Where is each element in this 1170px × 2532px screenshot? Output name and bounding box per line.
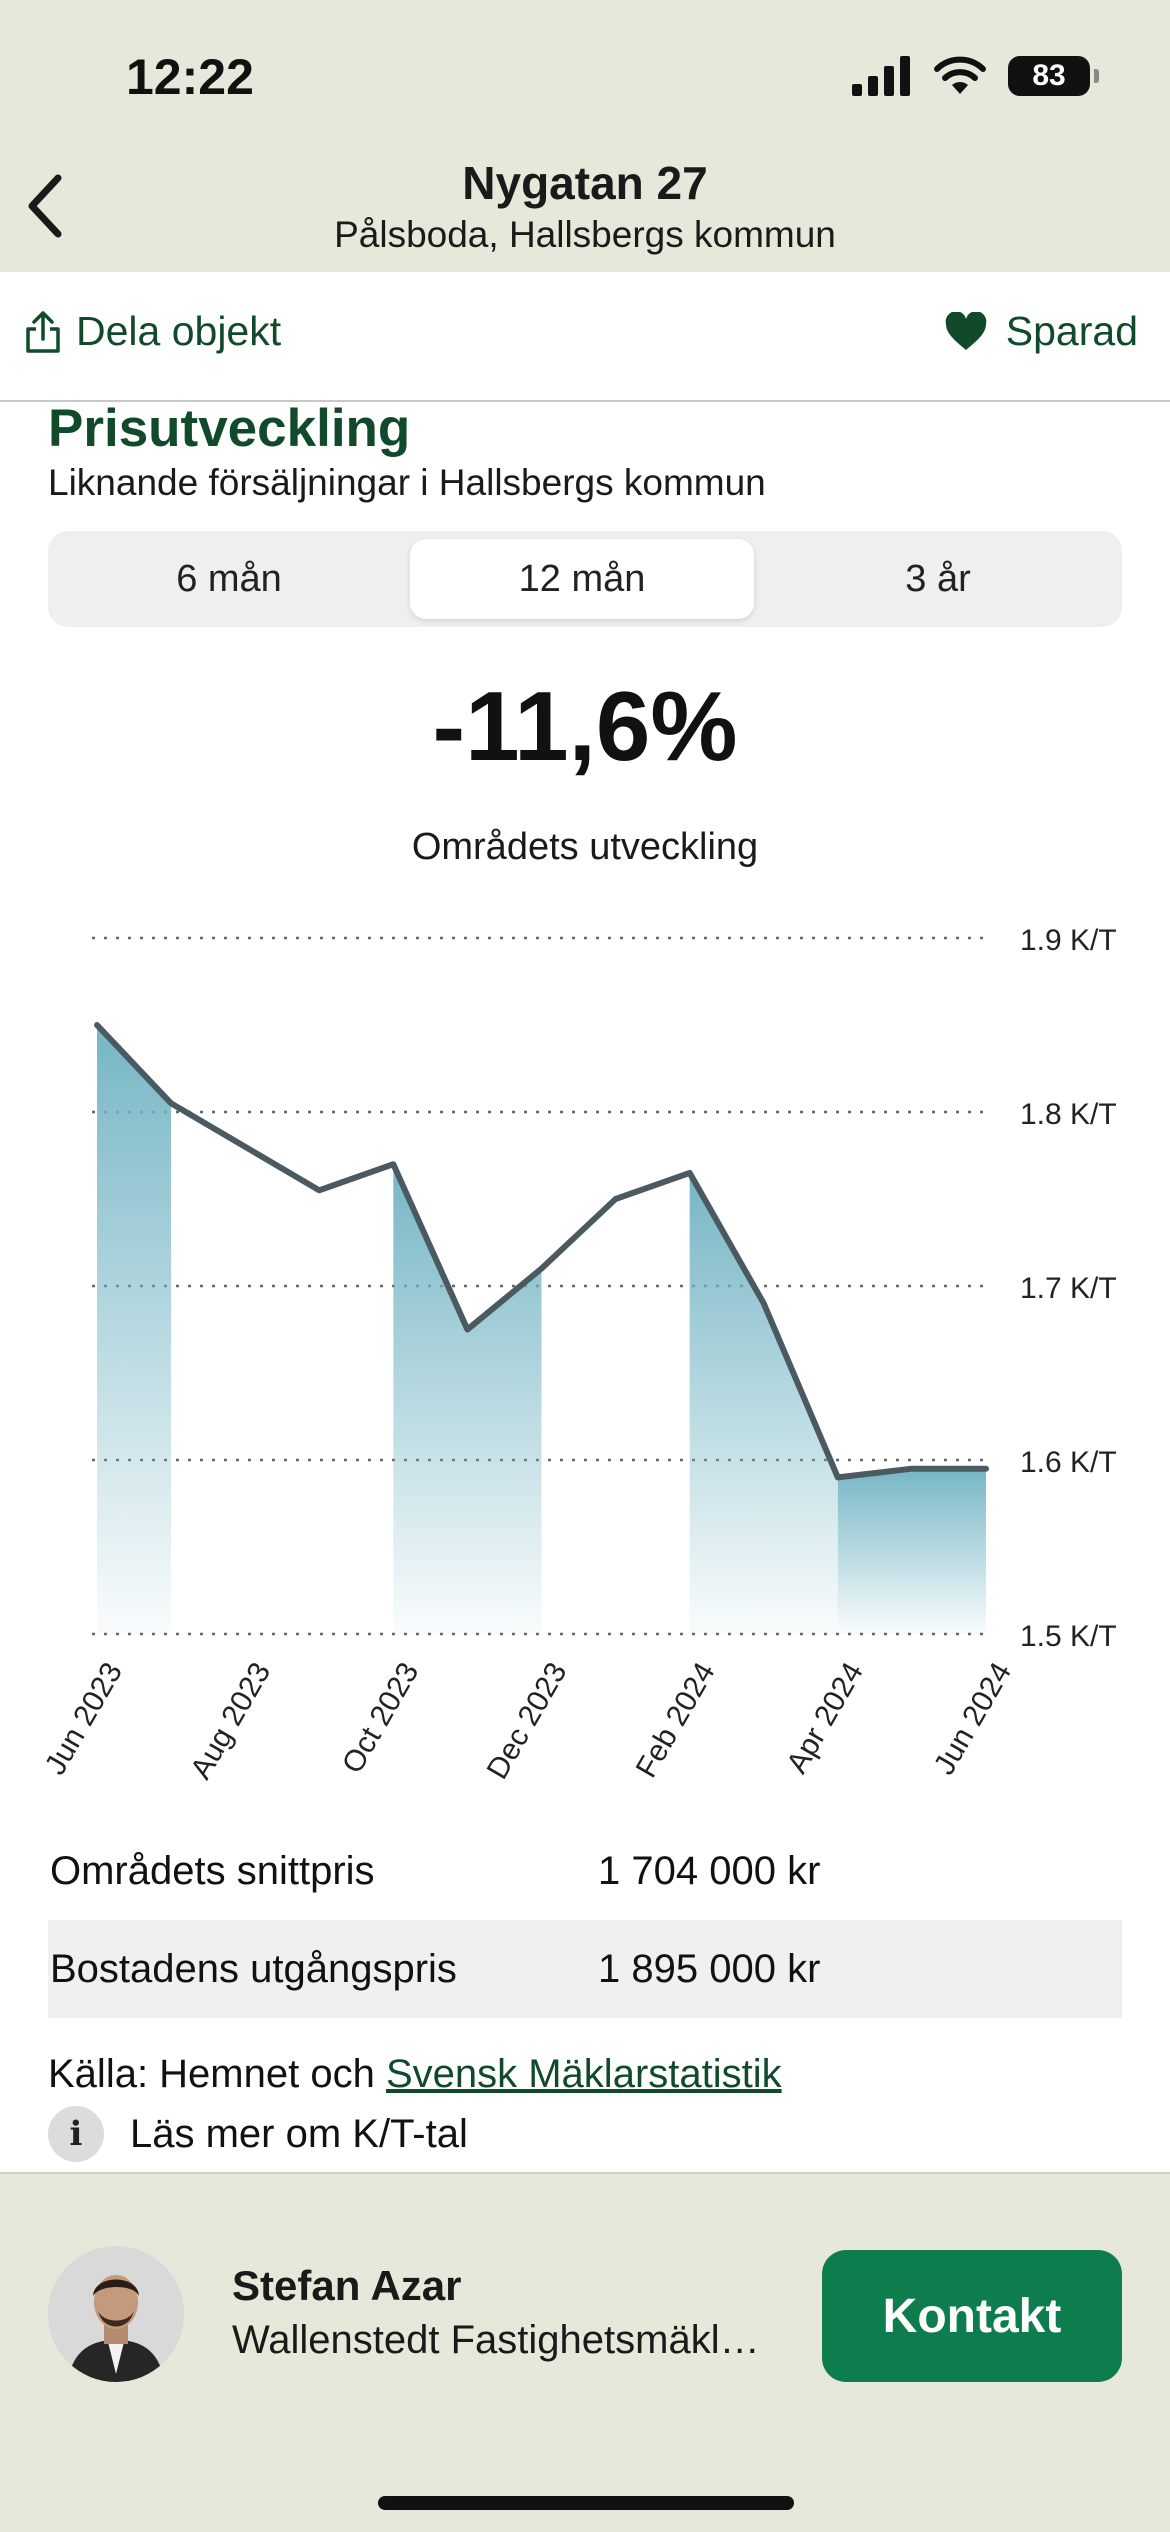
- x-tick-label: Apr 2024: [780, 1657, 869, 1779]
- price-chart: 1.9 K/T 1.8 K/T 1.7 K/T 1.6 K/T 1.5 K/T Jun …: [39, 924, 1117, 1785]
- avatar: [48, 2246, 184, 2382]
- battery-icon: 83: [1008, 56, 1099, 96]
- asking-price-row: Bostadens utgångspris 1 895 000 kr: [48, 1920, 1122, 2018]
- change-value: -11,6%: [432, 671, 738, 781]
- share-button[interactable]: Dela objekt: [24, 308, 281, 355]
- action-bar: Dela objekt Sparad: [0, 272, 1170, 402]
- y-tick-label: 1.8 K/T: [1020, 1098, 1117, 1131]
- kt-info-link[interactable]: i Läs mer om K/T-tal: [48, 2106, 468, 2162]
- area-average-price-label: Områdets snittpris: [50, 1848, 375, 1893]
- agent-company: Wallenstedt Fastighetsmäklare: [232, 2318, 772, 2362]
- area-band: [97, 1025, 172, 1634]
- x-tick-label: Jun 2023: [39, 1657, 129, 1780]
- saved-label: Sparad: [1005, 308, 1138, 354]
- x-tick-label: Dec 2023: [481, 1657, 574, 1785]
- chevron-left-icon[interactable]: [22, 168, 70, 244]
- period-selector: 6 mån 12 mån 3 år: [48, 531, 1122, 627]
- share-icon: [26, 310, 60, 353]
- status-icons: 83: [852, 56, 1099, 96]
- source-text: Källa: Hemnet och Svensk Mäklarstatistik: [48, 2052, 782, 2097]
- series-line: [94, 1022, 989, 1481]
- saved-button[interactable]: Sparad: [944, 308, 1138, 355]
- page-subtitle: Pålsboda, Hallsbergs kommun: [334, 214, 836, 255]
- asking-price-value: 1 895 000 kr: [598, 1946, 821, 1991]
- area-band: [689, 1172, 838, 1634]
- share-label: Dela objekt: [76, 308, 282, 354]
- section-subtitle: Liknande försäljningar i Hallsbergs komm…: [48, 462, 766, 503]
- kt-info-label: Läs mer om K/T-tal: [130, 2111, 468, 2156]
- source-prefix: Källa: Hemnet och: [48, 2052, 386, 2096]
- x-tick-label: Oct 2023: [336, 1657, 425, 1779]
- tab-6-months[interactable]: 6 mån: [176, 557, 282, 600]
- home-indicator[interactable]: [378, 2496, 794, 2510]
- x-tick-label: Jun 2024: [928, 1657, 1018, 1780]
- cellular-signal-icon: [852, 56, 910, 96]
- source-link[interactable]: Svensk Mäklarstatistik: [385, 2052, 782, 2096]
- area-average-price-value: 1 704 000 kr: [598, 1848, 821, 1893]
- wifi-icon: [934, 56, 986, 94]
- agent-bar: Stefan Azar Wallenstedt Fastighetsmäklar…: [0, 2172, 1170, 2532]
- tab-12-months[interactable]: 12 mån: [410, 539, 754, 619]
- y-tick-label: 1.5 K/T: [1020, 1620, 1117, 1653]
- change-label: Områdets utveckling: [411, 826, 759, 868]
- y-tick-label: 1.6 K/T: [1020, 1446, 1117, 1479]
- page-title: Nygatan 27: [462, 157, 708, 209]
- top-header: 12:22 83 Nygatan 27 Pålsboda, Hallsbergs…: [0, 0, 1170, 272]
- status-time: 12:22: [126, 49, 254, 105]
- area-band: [393, 1164, 542, 1634]
- area-average-price-row: Områdets snittpris 1 704 000 kr: [48, 1822, 1122, 1920]
- agent-name: Stefan Azar: [232, 2262, 462, 2309]
- y-tick-label: 1.7 K/T: [1020, 1272, 1117, 1305]
- x-tick-label: Aug 2023: [184, 1657, 277, 1785]
- agent-photo-icon: [48, 2246, 184, 2382]
- info-icon: i: [48, 2106, 104, 2162]
- area-band: [837, 1468, 986, 1634]
- x-tick-label: Feb 2024: [630, 1657, 722, 1783]
- contact-button[interactable]: Kontakt: [822, 2250, 1122, 2382]
- heart-icon: [945, 311, 987, 350]
- tab-3-years[interactable]: 3 år: [905, 557, 971, 600]
- y-tick-label: 1.9 K/T: [1020, 924, 1117, 957]
- section-title: Prisutveckling: [48, 399, 411, 458]
- asking-price-label: Bostadens utgångspris: [50, 1946, 457, 1991]
